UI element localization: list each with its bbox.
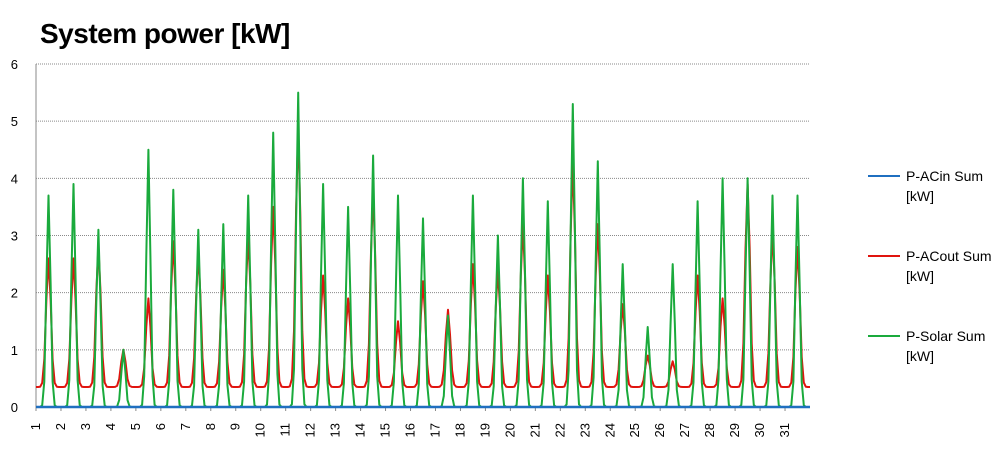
x-tick-label-29: 29	[727, 423, 742, 437]
x-tick-label-21: 21	[527, 423, 542, 437]
series-line-acout	[36, 125, 810, 388]
x-tick-label-24: 24	[602, 423, 617, 437]
x-tick-label-26: 26	[652, 423, 667, 437]
y-axis-ticks: 0 1 2 3 4 5 6	[11, 57, 18, 415]
x-tick-label-3: 3	[78, 423, 93, 430]
x-tick-label-19: 19	[477, 423, 492, 437]
x-tick-label-28: 28	[702, 423, 717, 437]
legend-item-acout: P-ACout Sum [kW]	[868, 246, 1003, 326]
x-tick-label-22: 22	[552, 423, 567, 437]
legend: P-ACin Sum [kW] P-ACout Sum [kW] P-Solar…	[868, 166, 1003, 406]
legend-swatch-acin	[868, 175, 900, 177]
x-axis-ticks: 1 2 3 4 5 6 7 8 9 10 11 12 13 14 15 16 17 18 19 20 21 22 23 24 2…	[28, 407, 792, 437]
x-tick-label-14: 14	[353, 423, 368, 437]
x-tick-label-17: 17	[427, 423, 442, 437]
x-tick-label-27: 27	[677, 423, 692, 437]
x-tick-label-5: 5	[128, 423, 143, 430]
x-tick-label-11: 11	[278, 423, 293, 437]
series-line-solar	[36, 91, 810, 408]
x-tick-label-4: 4	[103, 423, 118, 430]
x-tick-label-30: 30	[752, 423, 767, 437]
y-tick-label-5: 5	[11, 114, 18, 129]
legend-swatch-solar	[868, 335, 900, 337]
y-tick-label-2: 2	[11, 286, 18, 301]
x-tick-label-6: 6	[153, 423, 168, 430]
x-tick-label-16: 16	[403, 423, 418, 437]
series-group	[36, 91, 810, 409]
x-tick-label-12: 12	[303, 423, 318, 437]
legend-label-acin: P-ACin Sum [kW]	[906, 168, 984, 204]
y-tick-label-6: 6	[11, 57, 18, 72]
x-tick-label-20: 20	[502, 423, 517, 437]
y-tick-label-1: 1	[11, 343, 18, 358]
x-tick-label-18: 18	[452, 423, 467, 437]
x-tick-label-1: 1	[28, 423, 43, 430]
x-tick-label-31: 31	[777, 423, 792, 437]
x-tick-label-2: 2	[53, 423, 68, 430]
y-tick-label-4: 4	[11, 171, 18, 186]
x-tick-label-13: 13	[328, 423, 343, 437]
x-tick-label-15: 15	[378, 423, 393, 437]
legend-swatch-acout	[868, 255, 900, 257]
chart-title: System power [kW]	[40, 18, 290, 49]
legend-label-solar: P-Solar Sum [kW]	[906, 328, 986, 364]
x-tick-label-9: 9	[228, 423, 243, 430]
legend-item-solar: P-Solar Sum [kW]	[868, 326, 1003, 406]
y-tick-label-0: 0	[11, 400, 18, 415]
x-tick-label-7: 7	[178, 423, 193, 430]
x-tick-label-23: 23	[577, 423, 592, 437]
x-tick-label-8: 8	[203, 423, 218, 430]
x-tick-label-10: 10	[253, 423, 268, 437]
x-tick-label-25: 25	[627, 423, 642, 437]
y-tick-label-3: 3	[11, 229, 18, 244]
legend-item-acin: P-ACin Sum [kW]	[868, 166, 1003, 246]
legend-label-acout: P-ACout Sum [kW]	[906, 248, 992, 284]
